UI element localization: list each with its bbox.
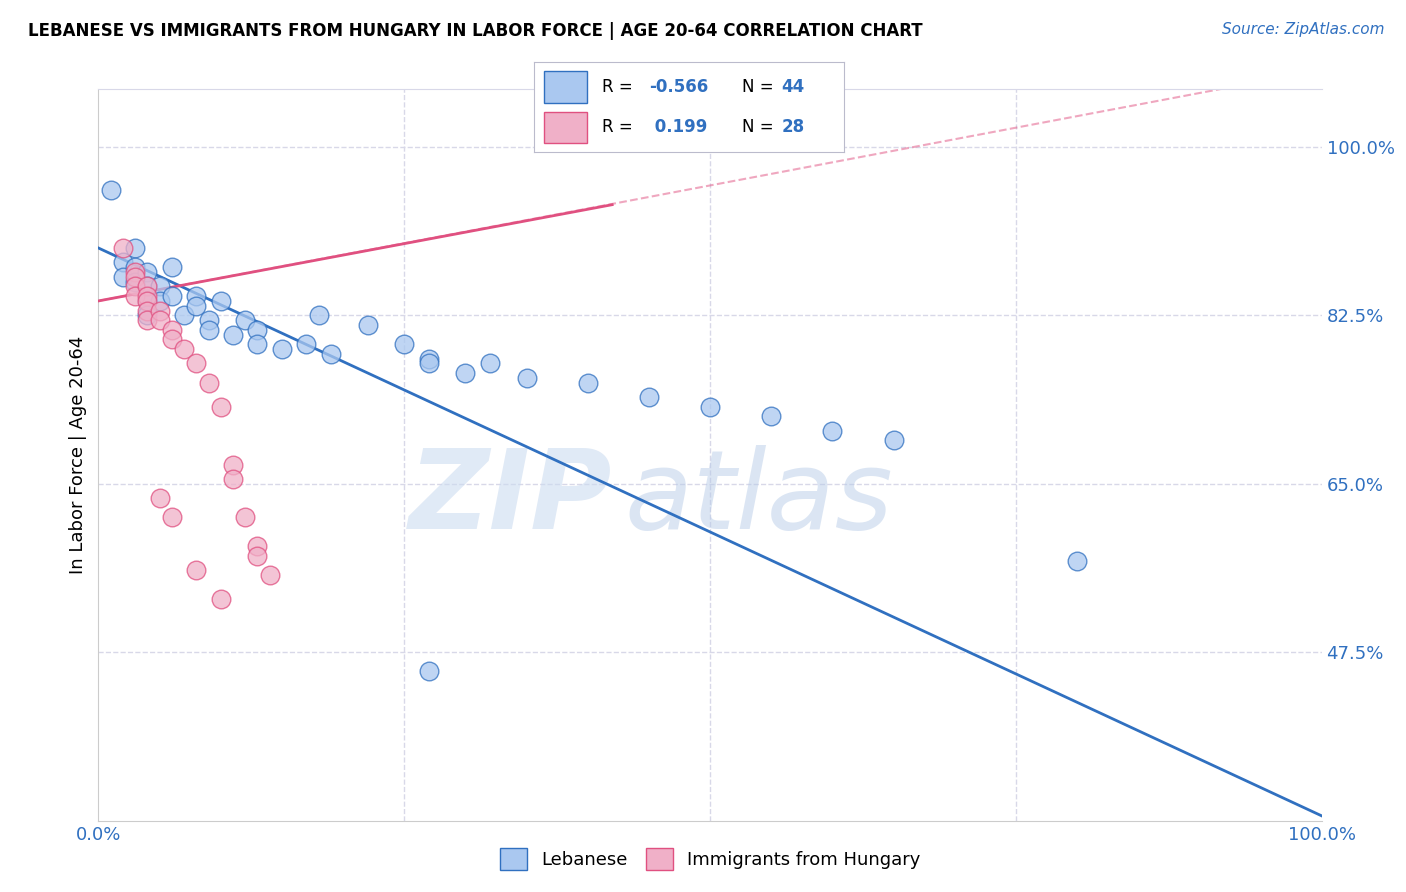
Point xyxy=(222,472,245,486)
Point xyxy=(246,549,269,563)
Point xyxy=(149,491,172,506)
Point xyxy=(100,183,122,197)
Text: -0.566: -0.566 xyxy=(648,78,709,95)
Point xyxy=(136,289,159,303)
Text: R =: R = xyxy=(602,118,638,136)
Point xyxy=(111,269,134,284)
FancyBboxPatch shape xyxy=(544,71,586,103)
Point xyxy=(136,279,159,293)
Point xyxy=(149,303,172,318)
Point xyxy=(111,255,134,269)
Point xyxy=(821,424,844,438)
Text: 28: 28 xyxy=(782,118,804,136)
Point xyxy=(124,265,146,279)
Point xyxy=(418,351,440,366)
Point xyxy=(233,510,256,524)
Point xyxy=(136,309,159,323)
Text: R =: R = xyxy=(602,78,638,95)
Point xyxy=(222,458,245,472)
Point xyxy=(173,309,195,323)
Point xyxy=(233,313,256,327)
Text: ZIP: ZIP xyxy=(409,445,612,552)
Text: 44: 44 xyxy=(782,78,806,95)
Point xyxy=(259,568,281,582)
Point xyxy=(160,323,183,337)
Point xyxy=(136,303,159,318)
Point xyxy=(124,241,146,255)
Point xyxy=(209,592,232,607)
Point xyxy=(197,323,219,337)
Point xyxy=(186,299,208,313)
Point xyxy=(160,289,183,303)
Point xyxy=(209,400,232,414)
Point xyxy=(136,293,159,308)
Point xyxy=(124,275,146,289)
Point xyxy=(356,318,378,332)
Point xyxy=(222,327,245,342)
Point xyxy=(160,260,183,275)
Point xyxy=(124,289,146,303)
Point xyxy=(160,333,183,347)
Point xyxy=(246,539,269,553)
Text: N =: N = xyxy=(741,118,779,136)
Point xyxy=(883,434,905,448)
Point xyxy=(246,323,269,337)
Point xyxy=(295,337,318,351)
Point xyxy=(197,313,219,327)
Point xyxy=(136,313,159,327)
Point xyxy=(246,337,269,351)
Point xyxy=(478,356,501,371)
Point xyxy=(1066,554,1088,568)
Point xyxy=(308,309,330,323)
Point xyxy=(197,376,219,390)
FancyBboxPatch shape xyxy=(544,112,586,143)
Point xyxy=(136,293,159,308)
Point xyxy=(418,665,440,679)
Point xyxy=(319,347,342,361)
Point xyxy=(186,289,208,303)
Text: atlas: atlas xyxy=(624,445,893,552)
Point xyxy=(270,342,294,356)
Point xyxy=(392,337,416,351)
Y-axis label: In Labor Force | Age 20-64: In Labor Force | Age 20-64 xyxy=(69,335,87,574)
Point xyxy=(761,409,783,424)
Text: LEBANESE VS IMMIGRANTS FROM HUNGARY IN LABOR FORCE | AGE 20-64 CORRELATION CHART: LEBANESE VS IMMIGRANTS FROM HUNGARY IN L… xyxy=(28,22,922,40)
Point xyxy=(124,269,146,284)
Point xyxy=(136,265,159,279)
Point xyxy=(149,293,172,308)
Legend: Lebanese, Immigrants from Hungary: Lebanese, Immigrants from Hungary xyxy=(492,841,928,878)
Point xyxy=(160,510,183,524)
Point xyxy=(209,293,232,308)
Point xyxy=(638,390,661,404)
Point xyxy=(124,260,146,275)
Text: 0.199: 0.199 xyxy=(648,118,707,136)
Point xyxy=(515,371,537,385)
Point xyxy=(149,313,172,327)
Point xyxy=(576,376,599,390)
Point xyxy=(173,342,195,356)
Point xyxy=(149,279,172,293)
Point xyxy=(111,241,134,255)
Point xyxy=(124,279,146,293)
Point xyxy=(186,356,208,371)
Text: Source: ZipAtlas.com: Source: ZipAtlas.com xyxy=(1222,22,1385,37)
Point xyxy=(136,279,159,293)
Point xyxy=(186,563,208,577)
Point xyxy=(699,400,721,414)
Point xyxy=(454,366,477,380)
Point xyxy=(418,356,440,371)
Text: N =: N = xyxy=(741,78,779,95)
